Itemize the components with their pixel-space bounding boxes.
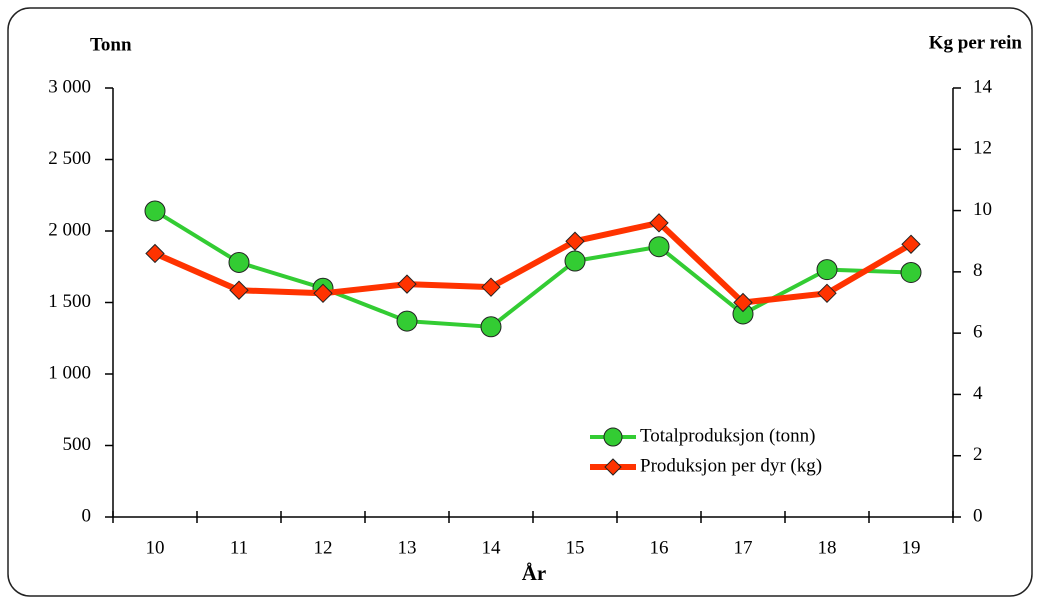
series-line [153, 219, 913, 306]
marker [145, 243, 165, 264]
x-tick-label: 17 [734, 537, 753, 558]
y-tick-label: 2 500 [48, 148, 91, 169]
y2-tick-label: 12 [973, 138, 992, 159]
marker [564, 250, 586, 272]
series-line [153, 209, 912, 329]
marker [816, 259, 838, 281]
y-tick-label: 2 000 [48, 219, 91, 240]
x-tick-label: 11 [230, 537, 248, 558]
x-axis-label: År [522, 561, 547, 585]
frame [7, 7, 1033, 597]
marker [313, 283, 333, 304]
x-tick-label: 16 [650, 537, 669, 558]
y2-tick-label: 6 [973, 322, 983, 343]
x-tick-label: 13 [398, 537, 417, 558]
marker [144, 200, 166, 222]
marker [481, 277, 501, 297]
x-tick-label: 12 [314, 537, 333, 558]
marker [397, 274, 417, 294]
y-tick-label: 1 000 [48, 362, 91, 383]
marker [228, 251, 250, 273]
legend-label: Produksjon per dyr (kg) [640, 455, 822, 476]
legend-label: Totalproduksjon (tonn) [640, 425, 815, 446]
y2-tick-label: 0 [973, 505, 983, 526]
x-tick-label: 14 [482, 537, 502, 558]
legend-marker [604, 458, 622, 476]
legend-marker [603, 427, 623, 447]
y2-tick-label: 10 [973, 199, 992, 220]
marker [229, 280, 249, 300]
y2-tick-label: 4 [973, 383, 983, 404]
x-tick-label: 15 [566, 537, 585, 558]
x-tick-label: 19 [902, 537, 921, 558]
marker [649, 213, 669, 233]
y2-tick-label: 8 [973, 260, 983, 281]
x-tick-label: 10 [146, 537, 165, 558]
marker [901, 234, 921, 254]
marker [565, 231, 585, 251]
y2-tick-label: 2 [973, 444, 983, 465]
y2-tick-label: 14 [973, 76, 993, 97]
marker [396, 310, 418, 332]
marker [733, 292, 753, 313]
marker [900, 261, 922, 283]
y-tick-label: 0 [82, 505, 92, 526]
marker [480, 316, 502, 338]
y-tick-label: 500 [63, 434, 92, 455]
y-tick-label: 3 000 [48, 76, 91, 97]
y2-axis-label: Kg per rein [929, 32, 1023, 53]
marker [648, 236, 670, 258]
x-tick-label: 18 [818, 537, 837, 558]
y-axis-label: Tonn [90, 34, 132, 55]
marker [817, 283, 837, 304]
y-tick-label: 1 500 [48, 291, 91, 312]
